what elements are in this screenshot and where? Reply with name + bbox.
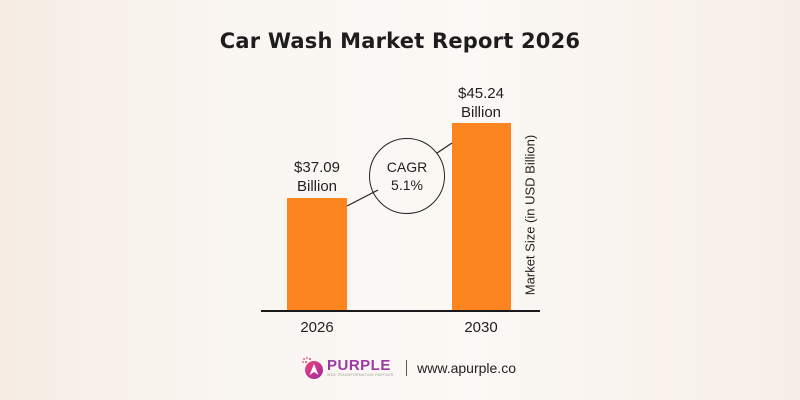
x-tick-2030: 2030 <box>464 319 498 336</box>
website-url: www.apurple.co <box>417 360 516 376</box>
brand-tagline: WEB TRANSFORMATION PARTNER <box>327 373 394 377</box>
cagr-label: CAGR <box>386 159 428 175</box>
x-axis-line <box>261 310 540 312</box>
bar-value-label-2026: $37.09 Billion <box>282 158 352 196</box>
chart-title: Car Wash Market Report 2026 <box>219 29 581 53</box>
footer-branding: PURPLE WEB TRANSFORMATION PARTNER www.ap… <box>301 356 516 380</box>
value-unit: Billion <box>460 104 502 121</box>
value-unit: Billion <box>296 178 338 195</box>
cagr-value: 5.1% <box>391 177 423 193</box>
x-tick-2026: 2026 <box>300 319 334 336</box>
bar-value-label-2030: $45.24 Billion <box>446 84 516 122</box>
brand-name: PURPLE <box>327 357 391 374</box>
y-axis-label: Market Size (in USD Billion) <box>522 134 538 296</box>
cagr-bubble: CAGR 5.1% <box>369 138 445 214</box>
apurple-logo-icon <box>301 356 325 380</box>
value-amount: $37.09 <box>294 159 340 176</box>
bar-2026 <box>287 198 347 310</box>
brand-logo-text: PURPLE WEB TRANSFORMATION PARTNER <box>327 358 394 378</box>
footer-divider <box>405 360 408 376</box>
value-amount: $45.24 <box>458 85 504 102</box>
bar-2030 <box>452 123 511 310</box>
